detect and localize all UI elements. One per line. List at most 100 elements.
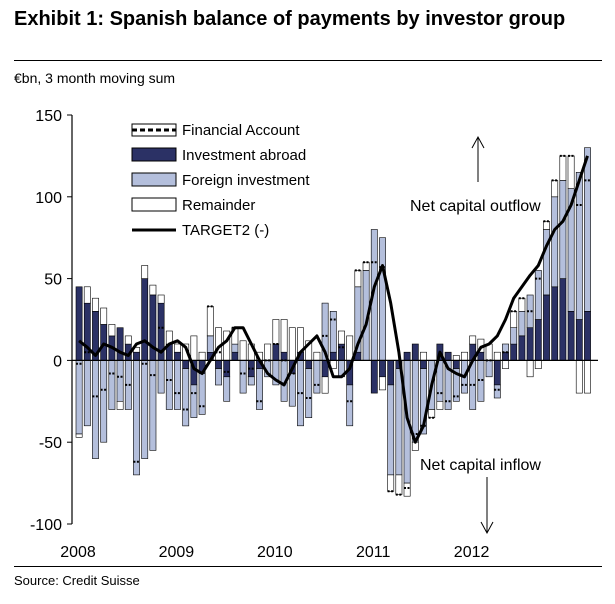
bar-foreign-investment (149, 360, 157, 451)
bar-remainder (575, 360, 583, 394)
bar-foreign-investment (182, 368, 190, 427)
y-tick-label: -50 (39, 435, 62, 452)
bar-investment-abroad (551, 286, 559, 361)
bar-investment-abroad (133, 351, 140, 361)
bar-foreign-investment (518, 310, 526, 337)
bar-remainder (379, 376, 386, 391)
bar-remainder (543, 221, 550, 230)
bar-investment-abroad (370, 360, 378, 394)
bar-investment-abroad (116, 327, 124, 361)
bar-foreign-investment (452, 368, 460, 402)
y-tick-label: 50 (44, 272, 62, 289)
bar-remainder (502, 360, 509, 369)
bar-investment-abroad (379, 360, 386, 378)
bar-foreign-investment (190, 384, 198, 418)
annotation-outflow: Net capital outflow (410, 135, 541, 215)
annotation-outflow-label: Net capital outflow (410, 198, 541, 215)
bar-remainder (198, 351, 206, 361)
bar-investment-abroad (174, 351, 181, 361)
legend-swatch-foreign-investment (131, 172, 177, 187)
bar-investment-abroad (149, 294, 157, 361)
legend-label-target2: TARGET2 (-) (182, 222, 269, 239)
bar-remainder (239, 340, 247, 361)
bar-remainder (83, 286, 91, 304)
annotation-inflow: Net capital inflow (420, 457, 541, 535)
bar-remainder (174, 343, 181, 353)
bar-foreign-investment (206, 335, 214, 353)
bar-remainder (190, 335, 198, 361)
bar-foreign-investment (92, 360, 99, 459)
bar-investment-abroad (444, 351, 452, 361)
bar-foreign-investment (329, 310, 337, 353)
bar-investment-abroad (280, 351, 288, 361)
bar-investment-abroad (518, 335, 526, 361)
bar-remainder (510, 310, 518, 328)
bar-foreign-investment (379, 237, 386, 361)
bar-remainder (100, 307, 108, 325)
bar-investment-abroad (272, 343, 280, 361)
bar-remainder (157, 294, 165, 304)
bar-foreign-investment (559, 180, 567, 279)
footer-rule (14, 566, 602, 567)
page-title: Exhibit 1: Spanish balance of payments b… (14, 8, 566, 30)
bar-foreign-investment (247, 376, 255, 386)
bar-foreign-investment (584, 147, 591, 312)
bar-investment-abroad (534, 319, 542, 361)
bar-investment-abroad (403, 351, 411, 361)
bar-remainder (108, 324, 116, 337)
legend-label-remainder: Remainder (182, 197, 255, 214)
bar-remainder (469, 335, 477, 345)
bar-foreign-investment (133, 360, 140, 476)
bar-foreign-investment (239, 360, 247, 394)
bar-remainder (149, 284, 157, 296)
bar-foreign-investment (346, 384, 354, 427)
bar-foreign-investment (256, 368, 263, 410)
legend-label-financial-account: Financial Account (182, 122, 300, 139)
bar-remainder (264, 343, 272, 361)
legend-label-investment-abroad: Investment abroad (182, 147, 306, 164)
bar-investment-abroad (567, 310, 575, 361)
bar-foreign-investment (534, 270, 542, 320)
bar-remainder (354, 270, 362, 288)
bar-investment-abroad (575, 319, 583, 361)
x-tick-label: 2011 (356, 544, 391, 561)
bar-investment-abroad (510, 343, 518, 361)
y-tick-label: -100 (30, 517, 62, 534)
bar-foreign-investment (420, 368, 427, 435)
legend-swatch-remainder (131, 197, 177, 212)
bar-remainder (362, 261, 370, 271)
legend-swatch-investment-abroad (131, 147, 177, 162)
bar-foreign-investment (387, 384, 395, 476)
title-rule (14, 60, 602, 61)
bar-remainder (551, 180, 559, 198)
bar-remainder (338, 330, 345, 345)
legend-item-financial-account: Financial Account (131, 122, 300, 139)
bar-foreign-investment (485, 360, 493, 378)
bar-investment-abroad (584, 310, 591, 361)
up-arrowhead-icon (471, 135, 485, 149)
bar-foreign-investment (75, 360, 83, 435)
bar-investment-abroad (182, 360, 190, 369)
legend-item-remainder: Remainder (131, 197, 255, 214)
bar-remainder (313, 351, 321, 361)
bar-remainder (584, 360, 591, 394)
bar-remainder (452, 355, 460, 361)
annotation-inflow-label: Net capital inflow (420, 457, 541, 474)
y-tick-label: 150 (35, 108, 62, 125)
bar-investment-abroad (502, 351, 509, 361)
bar-investment-abroad (223, 360, 231, 378)
bar-remainder (75, 433, 83, 438)
bar-foreign-investment (288, 373, 296, 407)
bar-foreign-investment (305, 368, 313, 419)
y-tick-label: 0 (53, 353, 62, 370)
down-arrowhead-icon (480, 521, 494, 535)
bar-remainder (272, 319, 280, 345)
x-tick-label: 2010 (257, 544, 293, 561)
bar-remainder (116, 400, 124, 410)
bar-foreign-investment (411, 360, 419, 443)
bar-investment-abroad (75, 286, 83, 361)
target2-line (78, 155, 589, 444)
legend: Financial Account Investment abroad Fore… (131, 122, 310, 239)
source-note: Source: Credit Suisse (14, 573, 140, 588)
bar-foreign-investment (223, 376, 231, 402)
